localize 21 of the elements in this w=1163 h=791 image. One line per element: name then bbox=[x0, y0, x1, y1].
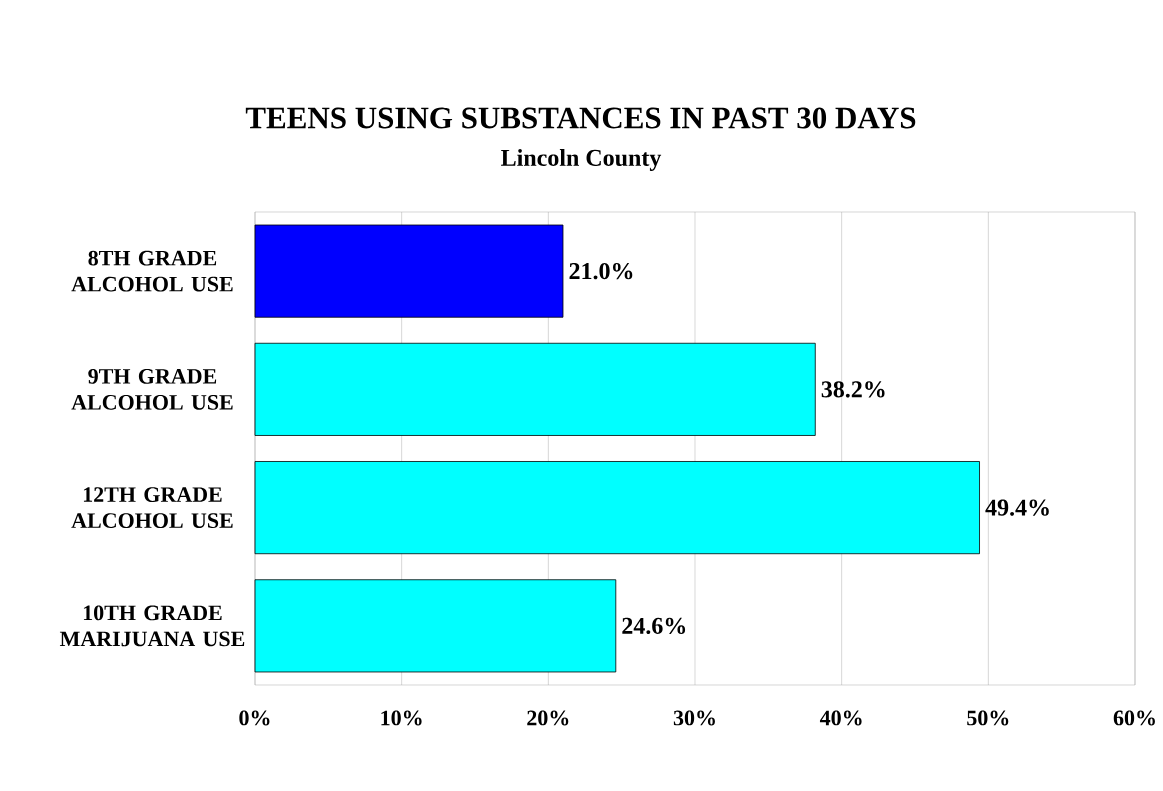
x-tick-label: 20% bbox=[527, 710, 569, 726]
chart-subtitle: Lincoln County bbox=[501, 149, 662, 171]
x-tick-label: 40% bbox=[819, 710, 862, 726]
x-tick-label: 10% bbox=[381, 710, 422, 726]
x-tick-label: 30% bbox=[673, 710, 715, 726]
data-label: 49.4% bbox=[985, 499, 1049, 516]
data-label: 21.0% bbox=[569, 262, 633, 280]
bar bbox=[254, 342, 816, 436]
bar bbox=[254, 461, 980, 555]
chart-title: TEENS USING SUBSTANCES IN PAST 30 DAYS bbox=[245, 107, 916, 129]
data-label: 38.2% bbox=[821, 381, 885, 398]
y-tick-label: 9TH GRADE ALCOHOL USE bbox=[71, 368, 233, 410]
x-tick-label: 60% bbox=[1113, 710, 1155, 726]
y-tick-label: 12TH GRADE ALCOHOL USE bbox=[71, 487, 233, 529]
bar bbox=[254, 579, 617, 673]
bar bbox=[254, 224, 564, 318]
x-tick-label: 50% bbox=[967, 710, 1009, 726]
x-tick-label: 0% bbox=[239, 710, 270, 726]
data-label: 24.6% bbox=[622, 617, 686, 635]
y-tick-label: 10TH GRADE MARIJUANA USE bbox=[59, 605, 245, 647]
y-tick-label: 8TH GRADE ALCOHOL USE bbox=[71, 250, 233, 292]
